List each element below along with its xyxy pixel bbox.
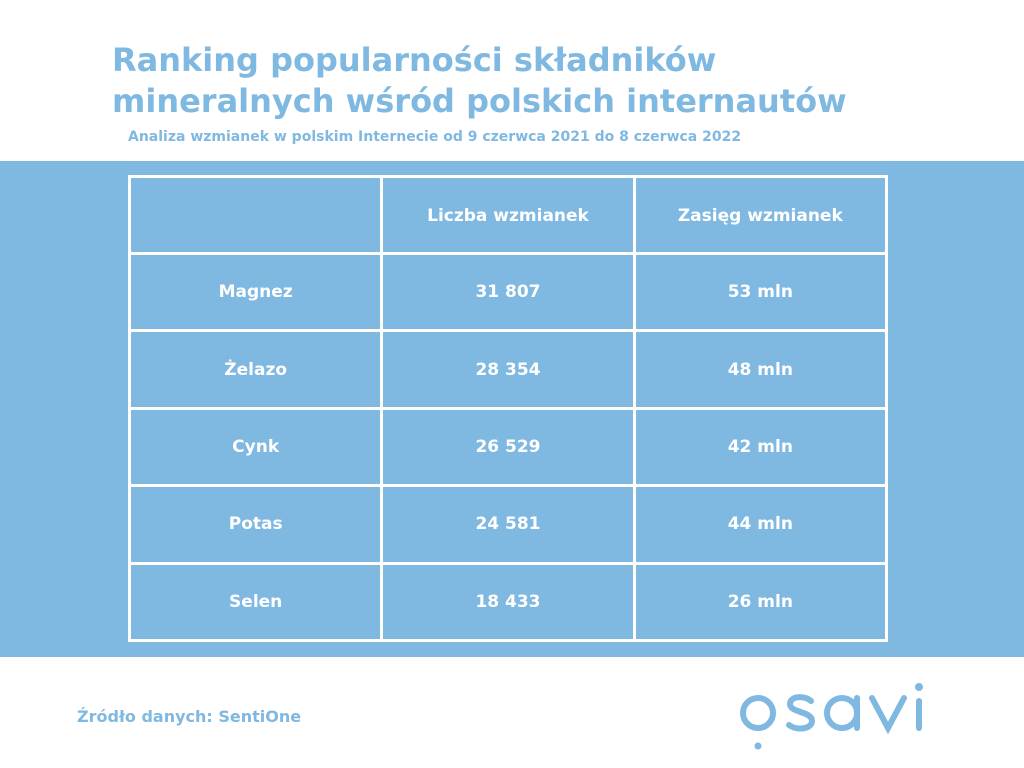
data-source-note: Źródło danych: SentiOne (77, 707, 302, 726)
reach-cell: 42 mln (632, 406, 889, 488)
reach-cell: 53 mln (632, 251, 889, 333)
reach-cell: 48 mln (632, 329, 889, 410)
table-row: Cynk 26 529 42 mln (127, 406, 889, 488)
mentions-cell: 28 354 (380, 329, 636, 410)
mineral-name-cell: Magnez (127, 251, 384, 333)
title-line-2: mineralnych wśród polskich internautów (112, 82, 847, 120)
column-header-empty (127, 175, 384, 255)
reach-cell: 26 mln (632, 561, 889, 643)
minerals-table: Liczba wzmianek Zasięg wzmianek Magnez 3… (127, 175, 889, 643)
column-header-reach: Zasięg wzmianek (632, 175, 889, 255)
reach-cell: 44 mln (632, 484, 889, 565)
table-row: Selen 18 433 26 mln (127, 561, 889, 643)
mineral-name-cell: Cynk (127, 406, 384, 488)
page-subtitle: Analiza wzmianek w polskim Internecie od… (128, 129, 742, 145)
mentions-cell: 18 433 (380, 561, 636, 643)
table-row: Żelazo 28 354 48 mln (127, 329, 889, 410)
table-row: Potas 24 581 44 mln (127, 484, 889, 565)
table-row: Magnez 31 807 53 mln (127, 251, 889, 333)
mineral-name-cell: Żelazo (127, 329, 384, 410)
osavi-logo (740, 683, 923, 750)
mentions-cell: 31 807 (380, 251, 636, 333)
mentions-cell: 24 581 (380, 484, 636, 565)
page-title: Ranking popularności składników mineraln… (112, 40, 1012, 122)
mineral-name-cell: Potas (127, 484, 384, 565)
column-header-mentions: Liczba wzmianek (380, 175, 636, 255)
mentions-cell: 26 529 (380, 406, 636, 488)
table-header-row: Liczba wzmianek Zasięg wzmianek (127, 175, 889, 255)
mineral-name-cell: Selen (127, 561, 384, 643)
title-line-1: Ranking popularności składników (112, 41, 717, 79)
